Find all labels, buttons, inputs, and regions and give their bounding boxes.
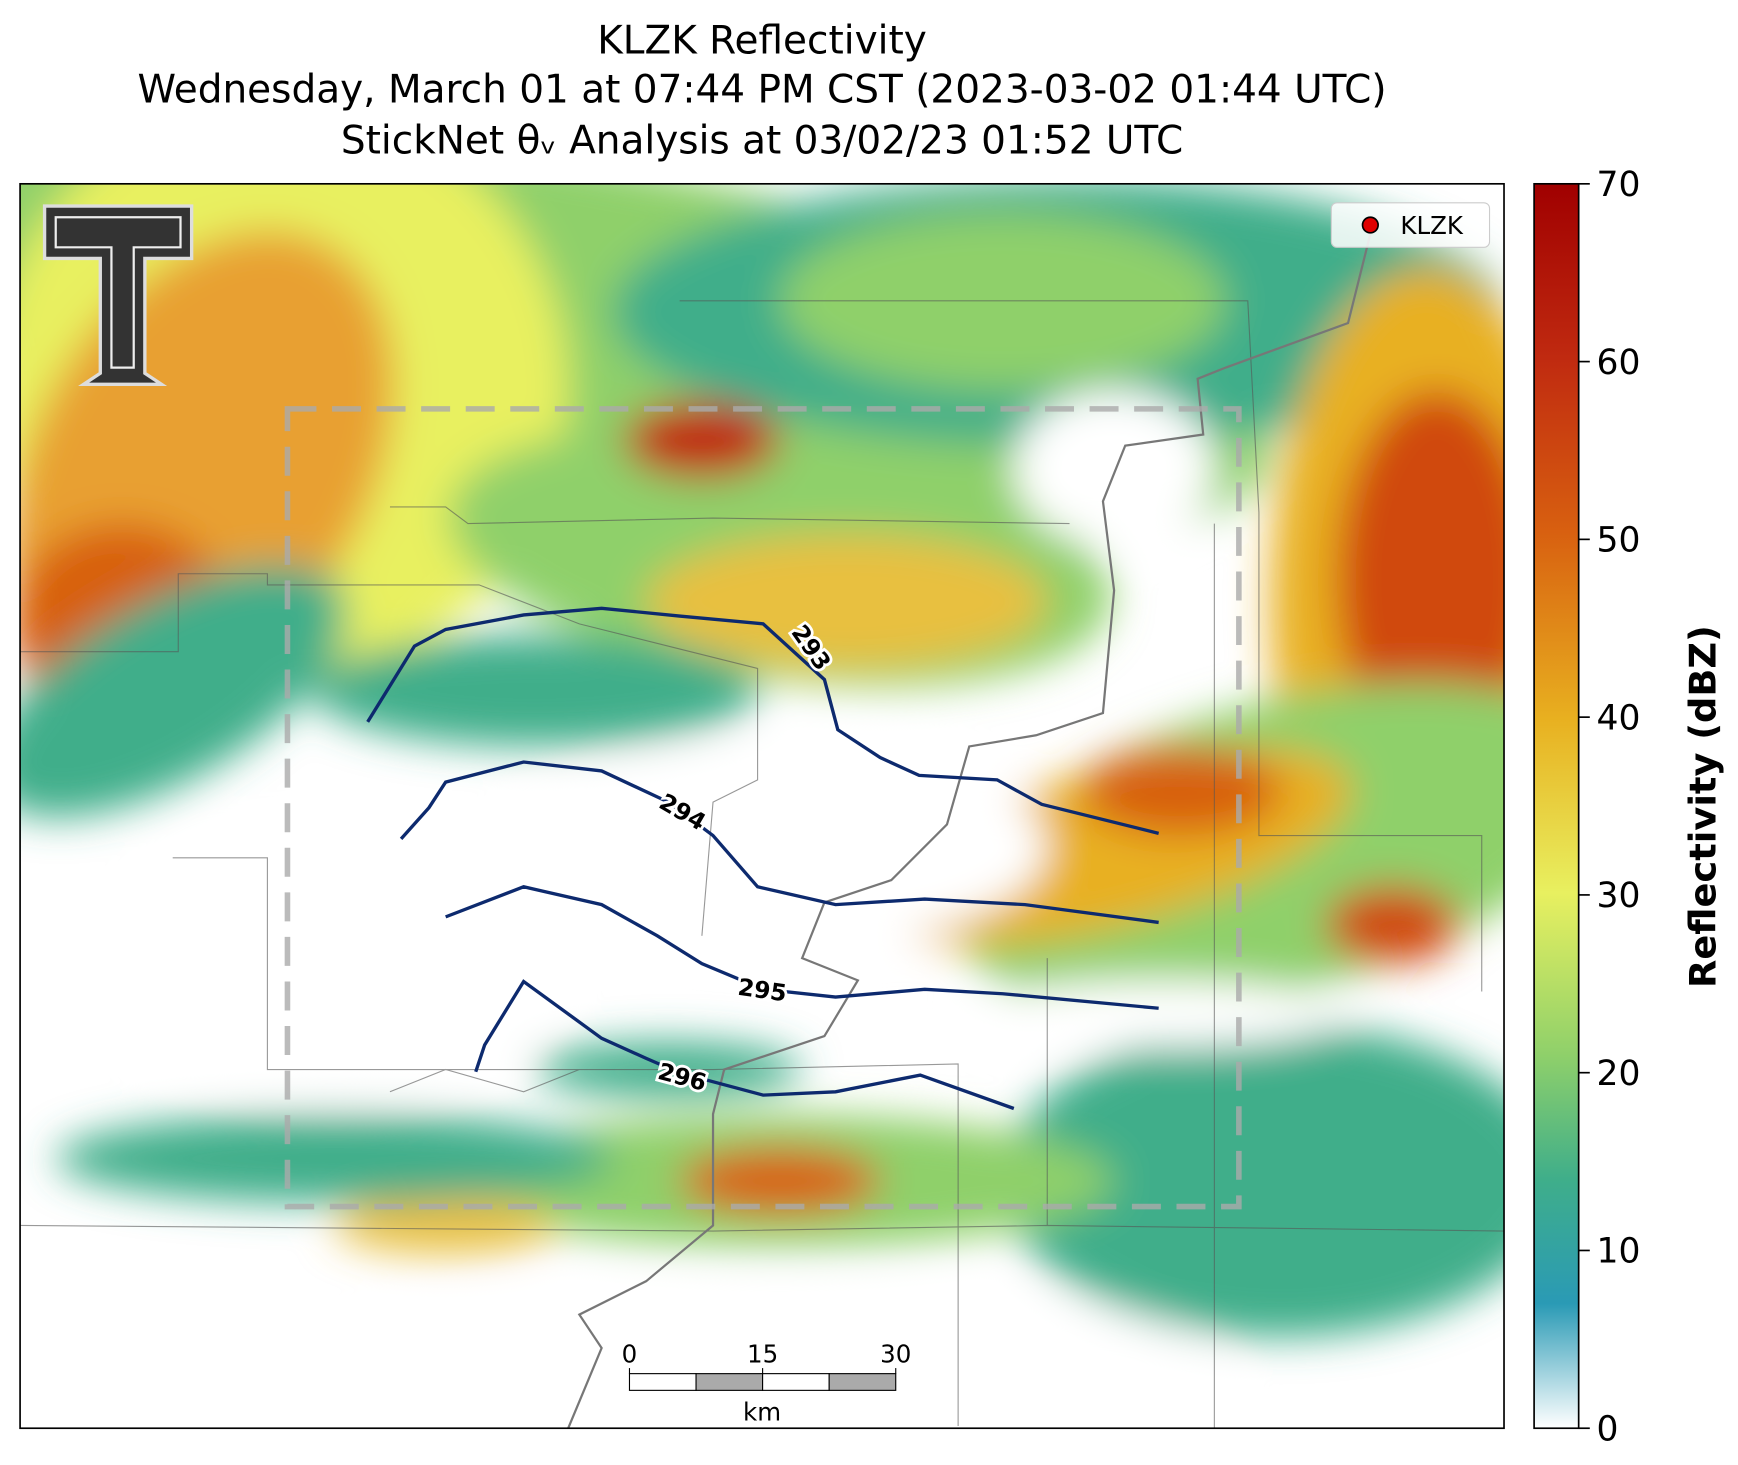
- scale-tick-label: 30: [880, 1340, 911, 1369]
- colorbar-tick-label: 20: [1596, 1054, 1640, 1094]
- title: KLZK Reflectivity: [597, 18, 927, 63]
- colorbar-tick-label: 70: [1596, 165, 1640, 205]
- colorbar-label: Reflectivity (dBZ): [1682, 625, 1725, 988]
- scale-tick-label: 0: [622, 1340, 638, 1369]
- colorbar-tick-label: 50: [1596, 521, 1640, 561]
- scale-tick-label: 15: [747, 1340, 778, 1369]
- colorbar-tick-label: 30: [1596, 876, 1640, 916]
- subtitle: StickNet θᵥ Analysis at 03/02/23 01:52 U…: [341, 119, 1183, 164]
- contour-line: [366, 606, 1160, 835]
- scale-segment: [695, 1373, 764, 1391]
- legend: KLZK: [1330, 202, 1491, 248]
- legend-label: KLZK: [1400, 211, 1463, 240]
- colorbar-tick-label: 40: [1596, 698, 1640, 738]
- scale-segment: [762, 1373, 830, 1391]
- scale-unit: km: [743, 1397, 781, 1426]
- contour-line: [474, 979, 1015, 1111]
- scale-segment: [828, 1373, 897, 1391]
- subtitle: Wednesday, March 01 at 07:44 PM CST (202…: [137, 67, 1386, 112]
- contour-line: [399, 760, 1159, 925]
- map-frame: [19, 182, 1505, 1430]
- legend-marker: [1361, 216, 1379, 234]
- colorbar-tick-label: 60: [1596, 343, 1640, 383]
- logo: [42, 204, 194, 387]
- contour-line: [445, 885, 1159, 1010]
- colorbar-tick-label: 10: [1596, 1232, 1640, 1272]
- scale-bar: km 0 15 30: [622, 1340, 912, 1427]
- radar-field: [20, 183, 1505, 1429]
- colorbar-tick-label: 0: [1596, 1409, 1618, 1449]
- colorbar: [1533, 182, 1580, 1430]
- scale-segment: [628, 1373, 697, 1391]
